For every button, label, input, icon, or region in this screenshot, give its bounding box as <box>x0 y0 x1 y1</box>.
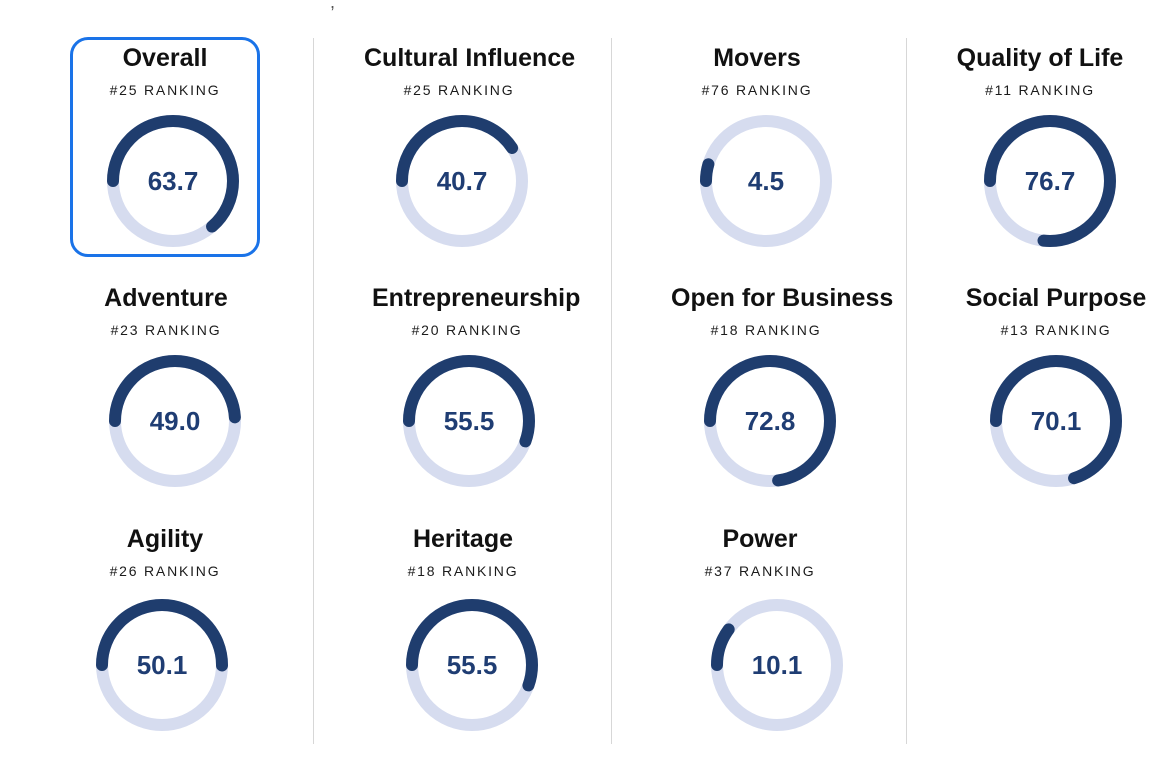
gauge-ring <box>406 599 538 731</box>
score-value: 76.7 <box>1024 166 1076 196</box>
score-value: 50.1 <box>136 650 188 680</box>
category-title: Adventure <box>104 284 228 312</box>
score-gauge: 55.5 <box>403 596 541 734</box>
gauge-ring <box>984 115 1116 247</box>
column-divider <box>611 38 612 744</box>
gauge-ring <box>403 355 535 487</box>
score-value: 55.5 <box>446 650 498 680</box>
category-title: Entrepreneurship <box>372 284 581 312</box>
score-value: 40.7 <box>436 166 488 196</box>
category-ranking: #20 RANKING <box>411 322 523 338</box>
gauge-ring <box>96 599 228 731</box>
category-card-agility[interactable]: Agility #26 RANKING 50.1 <box>70 521 260 741</box>
score-value: 72.8 <box>744 406 796 436</box>
category-card-heritage[interactable]: Heritage #18 RANKING 55.5 <box>368 521 558 741</box>
category-title: Open for Business <box>671 284 894 312</box>
category-ranking: #23 RANKING <box>110 322 222 338</box>
category-title: Agility <box>126 525 204 553</box>
category-card-social-purpose[interactable]: Social Purpose #13 RANKING 70.1 <box>961 280 1151 500</box>
category-title: Social Purpose <box>965 284 1147 312</box>
category-card-quality-of-life[interactable]: Quality of Life #11 RANKING 76.7 <box>945 40 1135 260</box>
category-card-adventure[interactable]: Adventure #23 RANKING 49.0 <box>71 280 261 500</box>
category-title: Overall <box>122 44 208 72</box>
gauge-ring <box>990 355 1122 487</box>
category-ranking: #11 RANKING <box>985 82 1095 98</box>
gauge-ring <box>700 115 832 247</box>
category-ranking: #76 RANKING <box>701 82 813 98</box>
score-value: 49.0 <box>149 406 201 436</box>
category-ranking: #26 RANKING <box>109 563 221 579</box>
score-gauge: 50.1 <box>93 596 231 734</box>
category-title: Power <box>722 525 798 553</box>
gauge-ring <box>107 115 239 247</box>
category-ranking: #18 RANKING <box>407 563 519 579</box>
score-value: 63.7 <box>147 166 199 196</box>
score-gauge: 10.1 <box>708 596 846 734</box>
score-value: 10.1 <box>751 650 803 680</box>
gauge-ring <box>704 355 836 487</box>
score-value: 70.1 <box>1030 406 1082 436</box>
category-ranking: #25 RANKING <box>403 82 515 98</box>
category-card-overall[interactable]: Overall #25 RANKING 63.7 <box>70 37 260 257</box>
category-title: Quality of Life <box>956 44 1124 72</box>
score-gauge: 55.5 <box>400 352 538 490</box>
category-ranking: #18 RANKING <box>710 322 822 338</box>
gauge-ring <box>109 355 241 487</box>
column-divider <box>906 38 907 744</box>
cut-off-header-text: , <box>330 0 336 12</box>
gauge-ring <box>711 599 843 731</box>
category-ranking: #13 RANKING <box>1000 322 1112 338</box>
category-card-cultural-influence[interactable]: Cultural Influence #25 RANKING 40.7 <box>364 40 576 260</box>
score-gauge: 63.7 <box>104 112 242 250</box>
category-card-movers[interactable]: Movers #76 RANKING 4.5 <box>662 40 852 260</box>
score-gauge: 4.5 <box>697 112 835 250</box>
score-value: 4.5 <box>747 166 785 196</box>
category-ranking: #37 RANKING <box>704 563 816 579</box>
gauge-ring <box>396 115 528 247</box>
score-gauge: 70.1 <box>987 352 1125 490</box>
column-divider <box>313 38 314 744</box>
category-card-open-for-business[interactable]: Open for Business #18 RANKING 72.8 <box>671 280 894 500</box>
score-gauge: 49.0 <box>106 352 244 490</box>
category-ranking: #25 RANKING <box>109 82 221 98</box>
score-value: 55.5 <box>443 406 495 436</box>
category-title: Heritage <box>412 525 514 553</box>
score-gauge: 76.7 <box>981 112 1119 250</box>
category-card-power[interactable]: Power #37 RANKING 10.1 <box>665 521 855 741</box>
category-title: Movers <box>713 44 801 72</box>
category-card-entrepreneurship[interactable]: Entrepreneurship #20 RANKING 55.5 <box>372 280 581 500</box>
score-gauge: 40.7 <box>393 112 531 250</box>
category-title: Cultural Influence <box>364 44 576 72</box>
score-gauge: 72.8 <box>701 352 839 490</box>
